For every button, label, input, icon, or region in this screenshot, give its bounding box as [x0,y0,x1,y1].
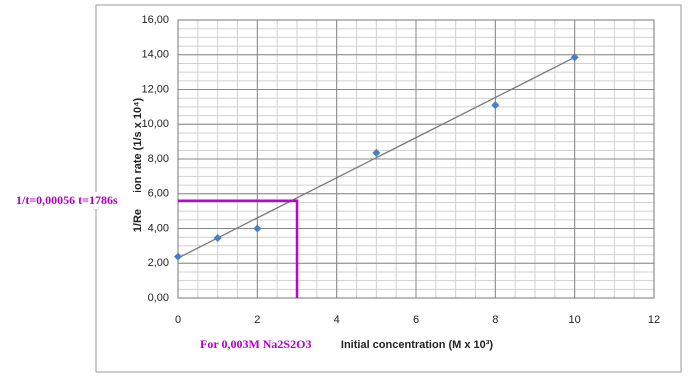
y-tick-label: 4,00 [148,222,169,234]
chart-frame [95,4,682,373]
x-tick-label: 8 [492,314,498,326]
point [253,224,262,233]
point [174,252,182,261]
guide-line [178,199,299,298]
point [372,148,381,157]
y-tick-label: 6,00 [148,188,169,200]
y-tick-label: 10,00 [141,118,169,130]
plot-border [177,19,655,299]
point [213,234,222,243]
y-tick-label: 14,00 [141,49,169,61]
y-tick-label: 8,00 [148,153,169,165]
x-tick-label: 0 [175,314,181,326]
x-axis-label: Initial concentration (M x 10³) [341,339,494,351]
point [570,53,579,62]
point [491,101,500,110]
annotation-bg [14,192,142,209]
x-tick-label: 6 [413,314,419,326]
y-tick-label: 0,00 [148,292,169,304]
y-tick-label: 2,00 [148,257,169,269]
x-tick-label: 4 [334,314,340,326]
x-tick-label: 10 [569,314,581,326]
y-tick-label: 12,00 [141,83,169,95]
x-tick-label: 12 [648,314,660,326]
x-tick-label: 2 [254,314,260,326]
trendline [177,56,575,259]
annotation: For 0,003M Na2S2O3 [200,337,311,351]
y-tick-label: 16,00 [141,14,169,26]
annotation: 1/t=0,00056 t=1786s [16,193,118,207]
